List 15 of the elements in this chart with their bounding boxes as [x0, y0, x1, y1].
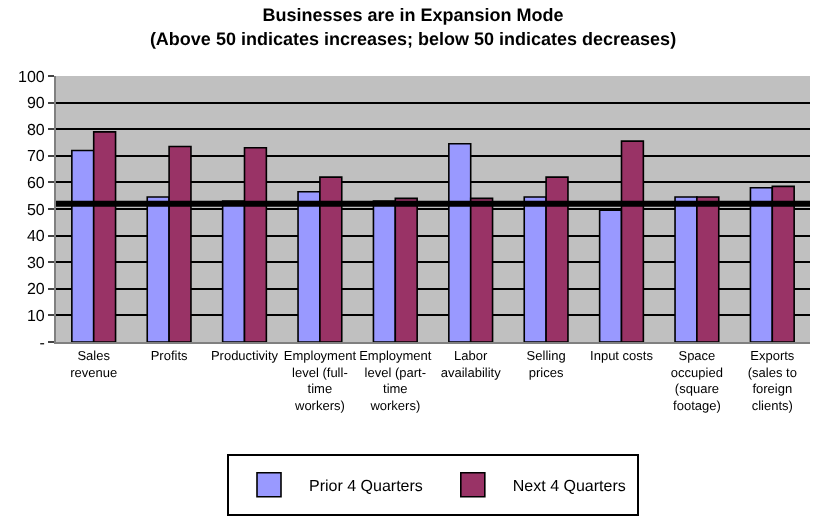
chart-subtitle: (Above 50 indicates increases; below 50 indicates decreases) — [149, 28, 677, 49]
y-tick-label: 30 — [26, 253, 46, 272]
y-tick-label: 10 — [26, 307, 46, 325]
y-tick-label: 80 — [26, 120, 46, 139]
y-tick-label: 100 — [18, 67, 46, 86]
y-tick-label: 40 — [26, 227, 46, 246]
y-tick-label: 90 — [26, 94, 46, 113]
legend-label: Prior 4 Quarters — [309, 476, 423, 495]
y-tick-label: - — [39, 333, 46, 352]
y-tick-label: 60 — [26, 174, 46, 192]
y-tick-label: 70 — [26, 147, 46, 166]
chart-title: Businesses are in Expansion Mode — [262, 5, 564, 26]
legend-label: Next 4 Quarters — [512, 476, 626, 495]
y-tick-label: 50 — [26, 200, 46, 219]
y-tick-label: 20 — [26, 280, 46, 299]
